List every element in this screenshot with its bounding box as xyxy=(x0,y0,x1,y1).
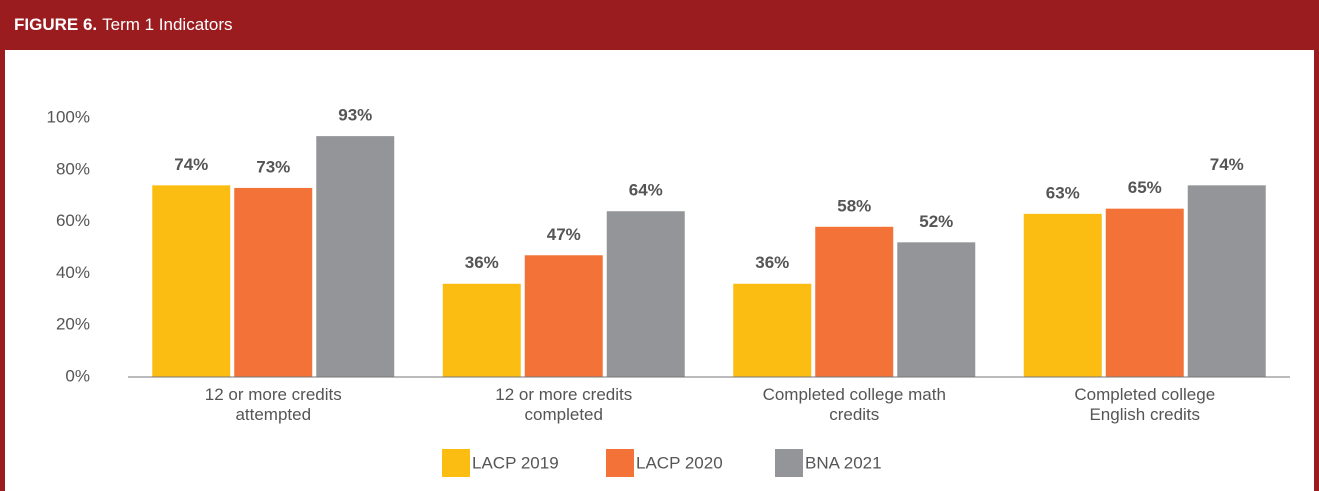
data-label: 74% xyxy=(1210,155,1244,174)
y-tick-label: 0% xyxy=(65,366,90,385)
header: FIGURE 6. Term 1 Indicators xyxy=(14,0,233,50)
y-tick-label: 20% xyxy=(56,315,90,334)
x-tick-label: 12 or more credits completed xyxy=(495,385,633,424)
bar xyxy=(815,226,894,377)
legend-label: LACP 2019 xyxy=(472,453,559,472)
legend-label: BNA 2021 xyxy=(805,453,882,472)
data-label: 74% xyxy=(174,155,208,174)
data-label: 36% xyxy=(465,253,499,272)
bar xyxy=(606,211,685,377)
bar xyxy=(1023,213,1102,377)
x-tick-label: Completed college English credits xyxy=(1074,385,1216,424)
legend-swatch xyxy=(606,449,634,477)
chart-title: Term 1 Indicators xyxy=(102,15,233,34)
data-label: 93% xyxy=(338,106,372,125)
data-label: 58% xyxy=(837,196,871,215)
legend-swatch xyxy=(775,449,803,477)
data-label: 73% xyxy=(256,157,290,176)
y-tick-label: 80% xyxy=(56,159,90,178)
data-label: 52% xyxy=(919,212,953,231)
bar xyxy=(1105,208,1184,377)
data-label: 65% xyxy=(1128,178,1162,197)
data-label: 47% xyxy=(547,225,581,244)
data-label: 36% xyxy=(755,253,789,272)
legend-swatch xyxy=(442,449,470,477)
bar xyxy=(234,187,313,377)
x-tick-label: 12 or more credits attempted xyxy=(204,385,342,424)
y-tick-label: 60% xyxy=(56,211,90,230)
data-label: 63% xyxy=(1046,183,1080,202)
bar xyxy=(524,255,603,377)
bar xyxy=(1187,185,1266,377)
x-tick-label: Completed college math credits xyxy=(762,385,946,424)
bar xyxy=(316,136,395,377)
y-tick-label: 100% xyxy=(47,107,90,126)
y-tick-label: 40% xyxy=(56,263,90,282)
bar xyxy=(733,283,812,377)
bar xyxy=(442,283,521,377)
data-label: 64% xyxy=(629,181,663,200)
figure-label: FIGURE 6. xyxy=(14,15,98,34)
bar xyxy=(152,185,231,377)
bar xyxy=(897,242,976,377)
legend-label: LACP 2020 xyxy=(636,453,723,472)
